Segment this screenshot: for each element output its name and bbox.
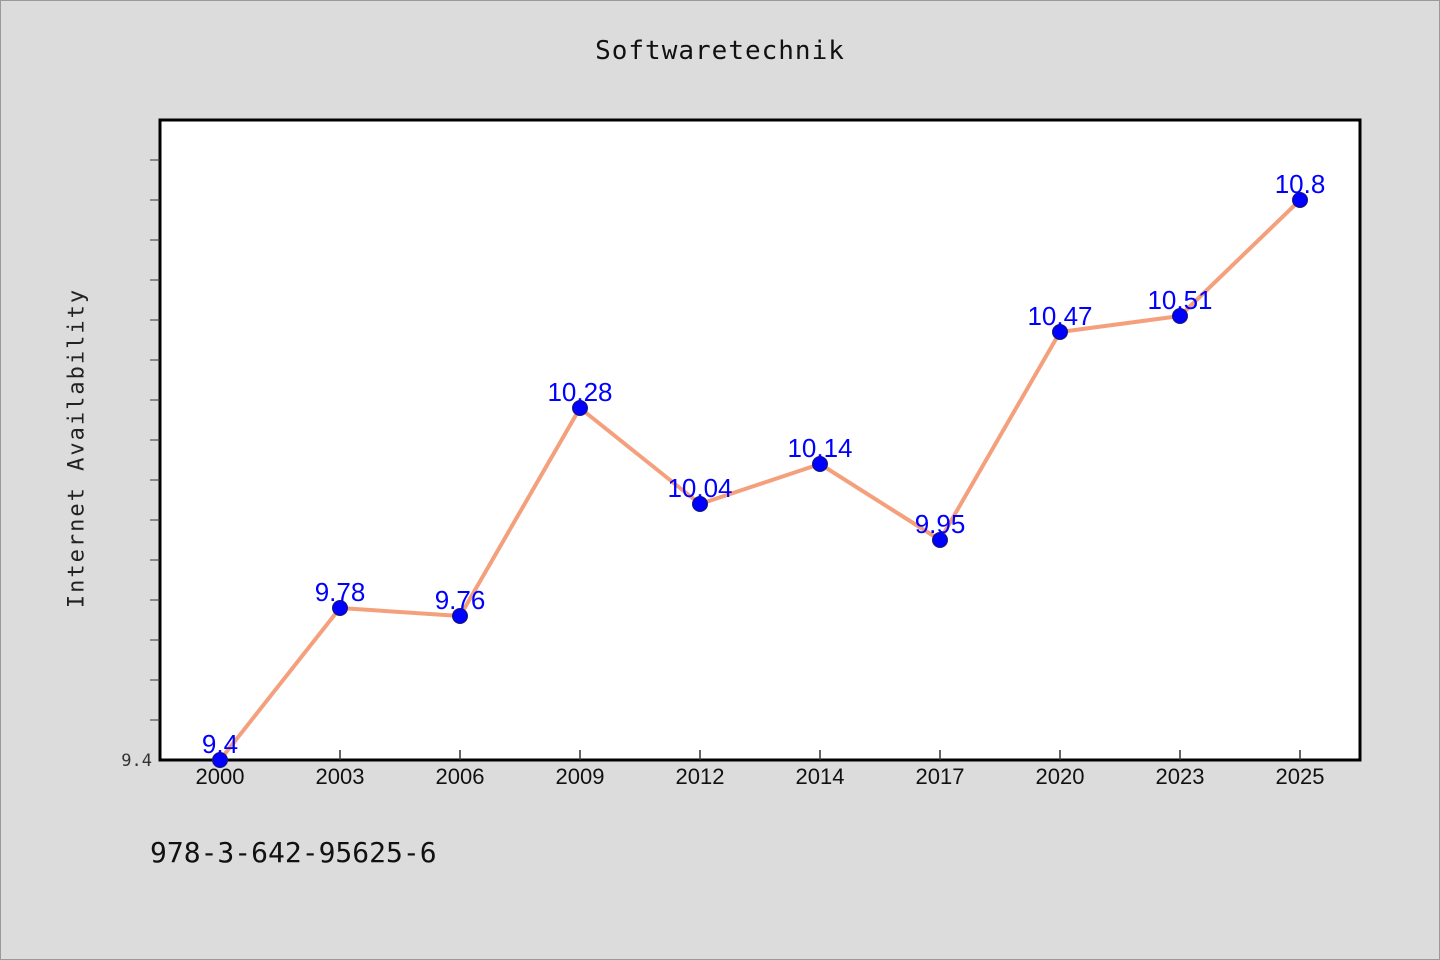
data-label: 9.95 [915, 509, 966, 539]
data-label: 10.04 [667, 473, 732, 503]
plot-area [158, 118, 1362, 762]
data-point [932, 532, 948, 548]
data-label: 10.14 [787, 433, 852, 463]
x-tick-label: 2017 [916, 764, 965, 789]
data-point [812, 456, 828, 472]
data-point [332, 600, 348, 616]
data-label: 10.28 [547, 377, 612, 407]
data-point [212, 752, 228, 768]
data-point [572, 400, 588, 416]
x-tick-label: 2020 [1036, 764, 1085, 789]
x-tick-label: 2025 [1276, 764, 1325, 789]
x-tick-label: 2003 [316, 764, 365, 789]
data-point [692, 496, 708, 512]
data-point [1292, 192, 1308, 208]
isbn-label: 978-3-642-95625-6 [150, 836, 437, 869]
x-tick-label: 2023 [1156, 764, 1205, 789]
data-label: 9.76 [435, 585, 486, 615]
data-point [1052, 324, 1068, 340]
x-tick-label: 2014 [796, 764, 845, 789]
data-label: 9.78 [315, 577, 366, 607]
x-tick-label: 2006 [436, 764, 485, 789]
data-point [452, 608, 468, 624]
series-line [218, 198, 1302, 762]
x-tick-label: 2009 [556, 764, 605, 789]
data-point [1172, 308, 1188, 324]
x-tick-label: 2012 [676, 764, 725, 789]
y-tick-label: 9.4 [121, 751, 152, 771]
data-label: 10.8 [1275, 169, 1326, 199]
chart-title: Softwaretechnik [595, 36, 845, 66]
x-tick-label: 2000 [196, 764, 245, 789]
data-label: 10.47 [1027, 301, 1092, 331]
data-label: 9.4 [202, 729, 238, 759]
data-label: 10.51 [1147, 285, 1212, 315]
